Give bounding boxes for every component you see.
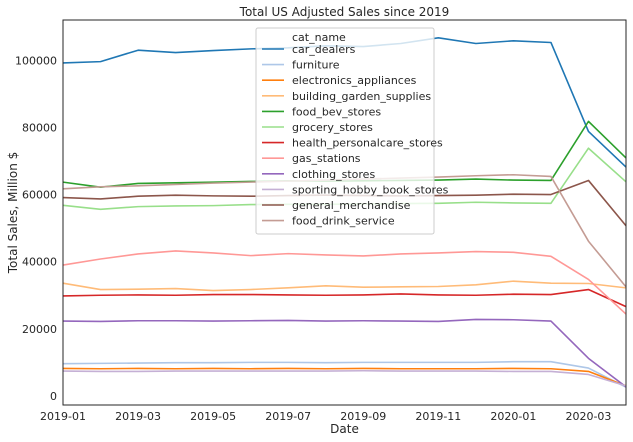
y-tick-label: 20000 (22, 323, 57, 336)
legend-box (255, 27, 435, 235)
legend-label-furniture: furniture (292, 59, 340, 72)
plot-frame (62, 19, 627, 406)
chart-title: Total US Adjusted Sales since 2019 (239, 5, 450, 19)
x-tick-label: 2019-05 (190, 410, 236, 423)
x-tick-label: 2020-03 (565, 410, 611, 423)
y-tick-label: 0 (50, 390, 57, 403)
y-tick-labels: 0 20000 40000 60000 80000 100000 (15, 54, 57, 403)
legend-label-building-garden-supplies: building_garden_supplies (292, 90, 431, 103)
series-line-building-garden-supplies (62, 280, 627, 292)
series-line-sporting-hobby-book-stores (62, 369, 627, 387)
legend-label-gas-stations: gas_stations (292, 152, 361, 165)
legend-entries: car_dealers furniture electronics_applianc… (262, 43, 449, 228)
x-tick-label: 2019-03 (115, 410, 161, 423)
legend-label-electronics-appliances: electronics_appliances (292, 74, 417, 87)
series-line-electronics-appliances (62, 367, 627, 387)
series-line-health-personalcare-stores (62, 288, 627, 308)
y-tick-label: 60000 (22, 189, 57, 202)
y-tick-label: 80000 (22, 121, 57, 134)
x-tick-label: 2020-01 (490, 410, 536, 423)
y-axis-label: Total Sales, Million $ (6, 152, 20, 275)
x-tick-label: 2019-09 (340, 410, 386, 423)
y-tick-label: 40000 (22, 256, 57, 269)
legend-label-clothing-stores: clothing_stores (292, 168, 375, 181)
legend-label-general-merchandise: general_merchandise (292, 199, 411, 212)
x-axis-label: Date (330, 422, 359, 436)
legend-title: cat_name (292, 31, 346, 44)
legend: cat_name car_dealers furniture electronics… (255, 27, 449, 235)
legend-label-food-drink-service: food_drink_service (292, 215, 395, 228)
series-line-furniture (62, 360, 627, 388)
x-tick-label: 2019-07 (265, 410, 311, 423)
x-tick-labels: 2019-01 2019-03 2019-05 2019-07 2019-09 2019-… (40, 410, 611, 423)
series-line-clothing-stores (62, 318, 627, 388)
legend-label-health-personalcare-stores: health_personalcare_stores (292, 137, 443, 150)
x-tick-label: 2019-11 (415, 410, 461, 423)
series-line-gas-stations (62, 250, 627, 315)
legend-label-sporting-hobby-book-stores: sporting_hobby_book_stores (292, 183, 449, 196)
x-tick-label: 2019-01 (40, 410, 86, 423)
legend-label-grocery-stores: grocery_stores (292, 121, 373, 134)
legend-label-food-bev-stores: food_bev_stores (292, 105, 381, 118)
y-tick-label: 100000 (15, 54, 57, 67)
legend-label-car-dealers: car_dealers (292, 43, 356, 56)
